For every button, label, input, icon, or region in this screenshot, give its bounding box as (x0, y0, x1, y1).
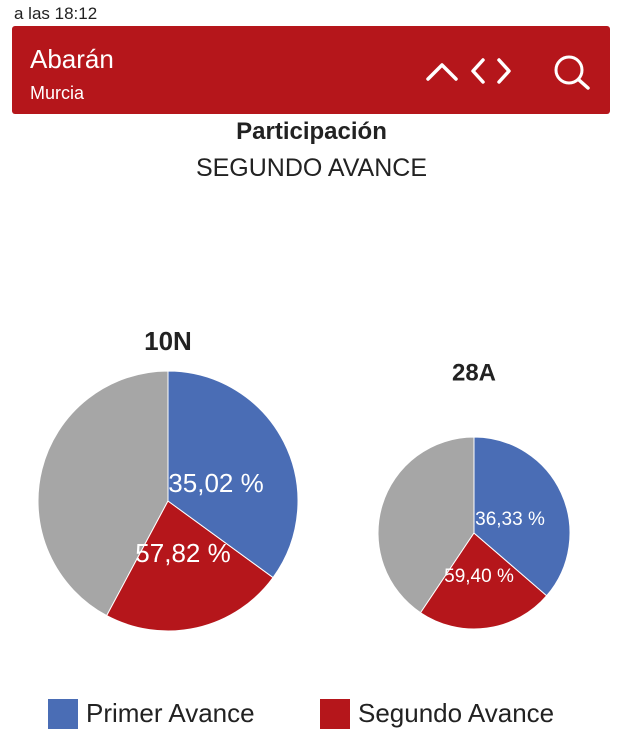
chart-subtitle: SEGUNDO AVANCE (195, 154, 428, 182)
update-timestamp: a las 18:12 (14, 4, 98, 23)
legend-label-segundo: Segundo Avance (358, 698, 555, 728)
data-label-primer-28A: 36,33 % (475, 509, 545, 530)
chart-title: Participación (236, 118, 387, 145)
data-label-segundo-28A: 59,40 % (444, 566, 514, 587)
place-name: Abarán (30, 44, 114, 74)
header-bar: Abarán Murcia (12, 26, 610, 114)
chevron-up-icon[interactable] (424, 56, 460, 86)
pie-slice-primer-10N (167, 370, 299, 579)
pie-slice-primer-28A (473, 436, 571, 597)
legend-swatch-segundo (320, 698, 350, 729)
pie-slice-segundo-10N (105, 500, 274, 632)
pie-title-10N: 10N (144, 326, 192, 356)
search-icon[interactable] (550, 52, 594, 92)
legend-label-primer: Primer Avance (86, 698, 255, 728)
region-name: Murcia (30, 83, 85, 103)
legend-item-primer: Primer Avance (48, 698, 255, 729)
pie-title-28A: 28A (452, 359, 496, 386)
pie-slice-rest-28A (377, 436, 475, 614)
code-brackets-icon[interactable] (468, 54, 514, 88)
pie-slice-segundo-28A (419, 532, 548, 630)
data-label-primer-10N: 35,02 % (168, 468, 263, 498)
legend-swatch-primer (48, 698, 78, 729)
pie-slice-rest-10N (37, 370, 169, 617)
legend-item-segundo: Segundo Avance (320, 698, 554, 729)
data-label-segundo-10N: 57,82 % (135, 538, 230, 568)
